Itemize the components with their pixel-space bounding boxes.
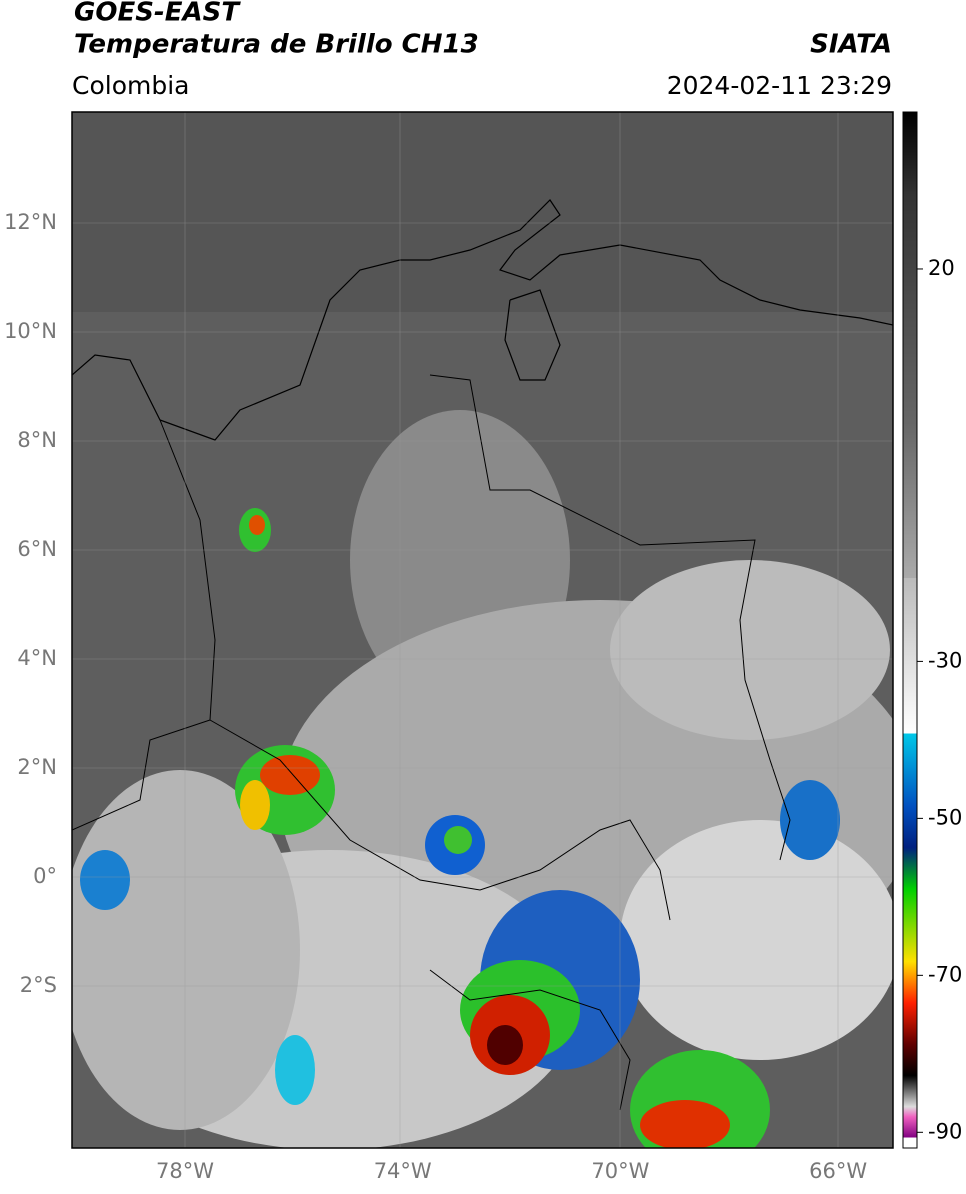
colorbar-tick-label: -30: [928, 648, 962, 672]
satellite-image: [72, 112, 893, 1148]
lon-tick-label: 78°W: [156, 1159, 214, 1183]
lat-tick-label: 0°: [33, 864, 57, 888]
lat-tick-label: 12°N: [4, 210, 57, 234]
title: Temperatura de Brillo CH13: [74, 30, 479, 60]
colorbar-tick-label: -70: [928, 962, 962, 986]
colorbar-tick-label: -90: [928, 1119, 962, 1143]
lon-tick-label: 70°W: [591, 1159, 649, 1183]
lat-tick-label: 2°N: [17, 755, 57, 779]
lon-tick-label: 66°W: [809, 1159, 867, 1183]
lat-tick-label: 10°N: [4, 319, 57, 343]
lat-tick-label: 2°S: [20, 973, 57, 997]
title: GOES-EAST: [74, 0, 241, 28]
colorbar: [902, 111, 918, 1149]
region: Colombia: [72, 71, 189, 100]
lon-tick-label: 74°W: [374, 1159, 432, 1183]
colorbar-tick-label: -50: [928, 805, 962, 829]
colorbar-tick-label: 20: [928, 256, 955, 280]
lat-tick-label: 6°N: [17, 537, 57, 561]
source: SIATA: [810, 30, 892, 60]
datetime: 2024-02-11 23:29: [667, 71, 892, 100]
lat-tick-label: 8°N: [17, 428, 57, 452]
map-frame: [71, 111, 894, 1149]
lat-tick-label: 4°N: [17, 646, 57, 670]
